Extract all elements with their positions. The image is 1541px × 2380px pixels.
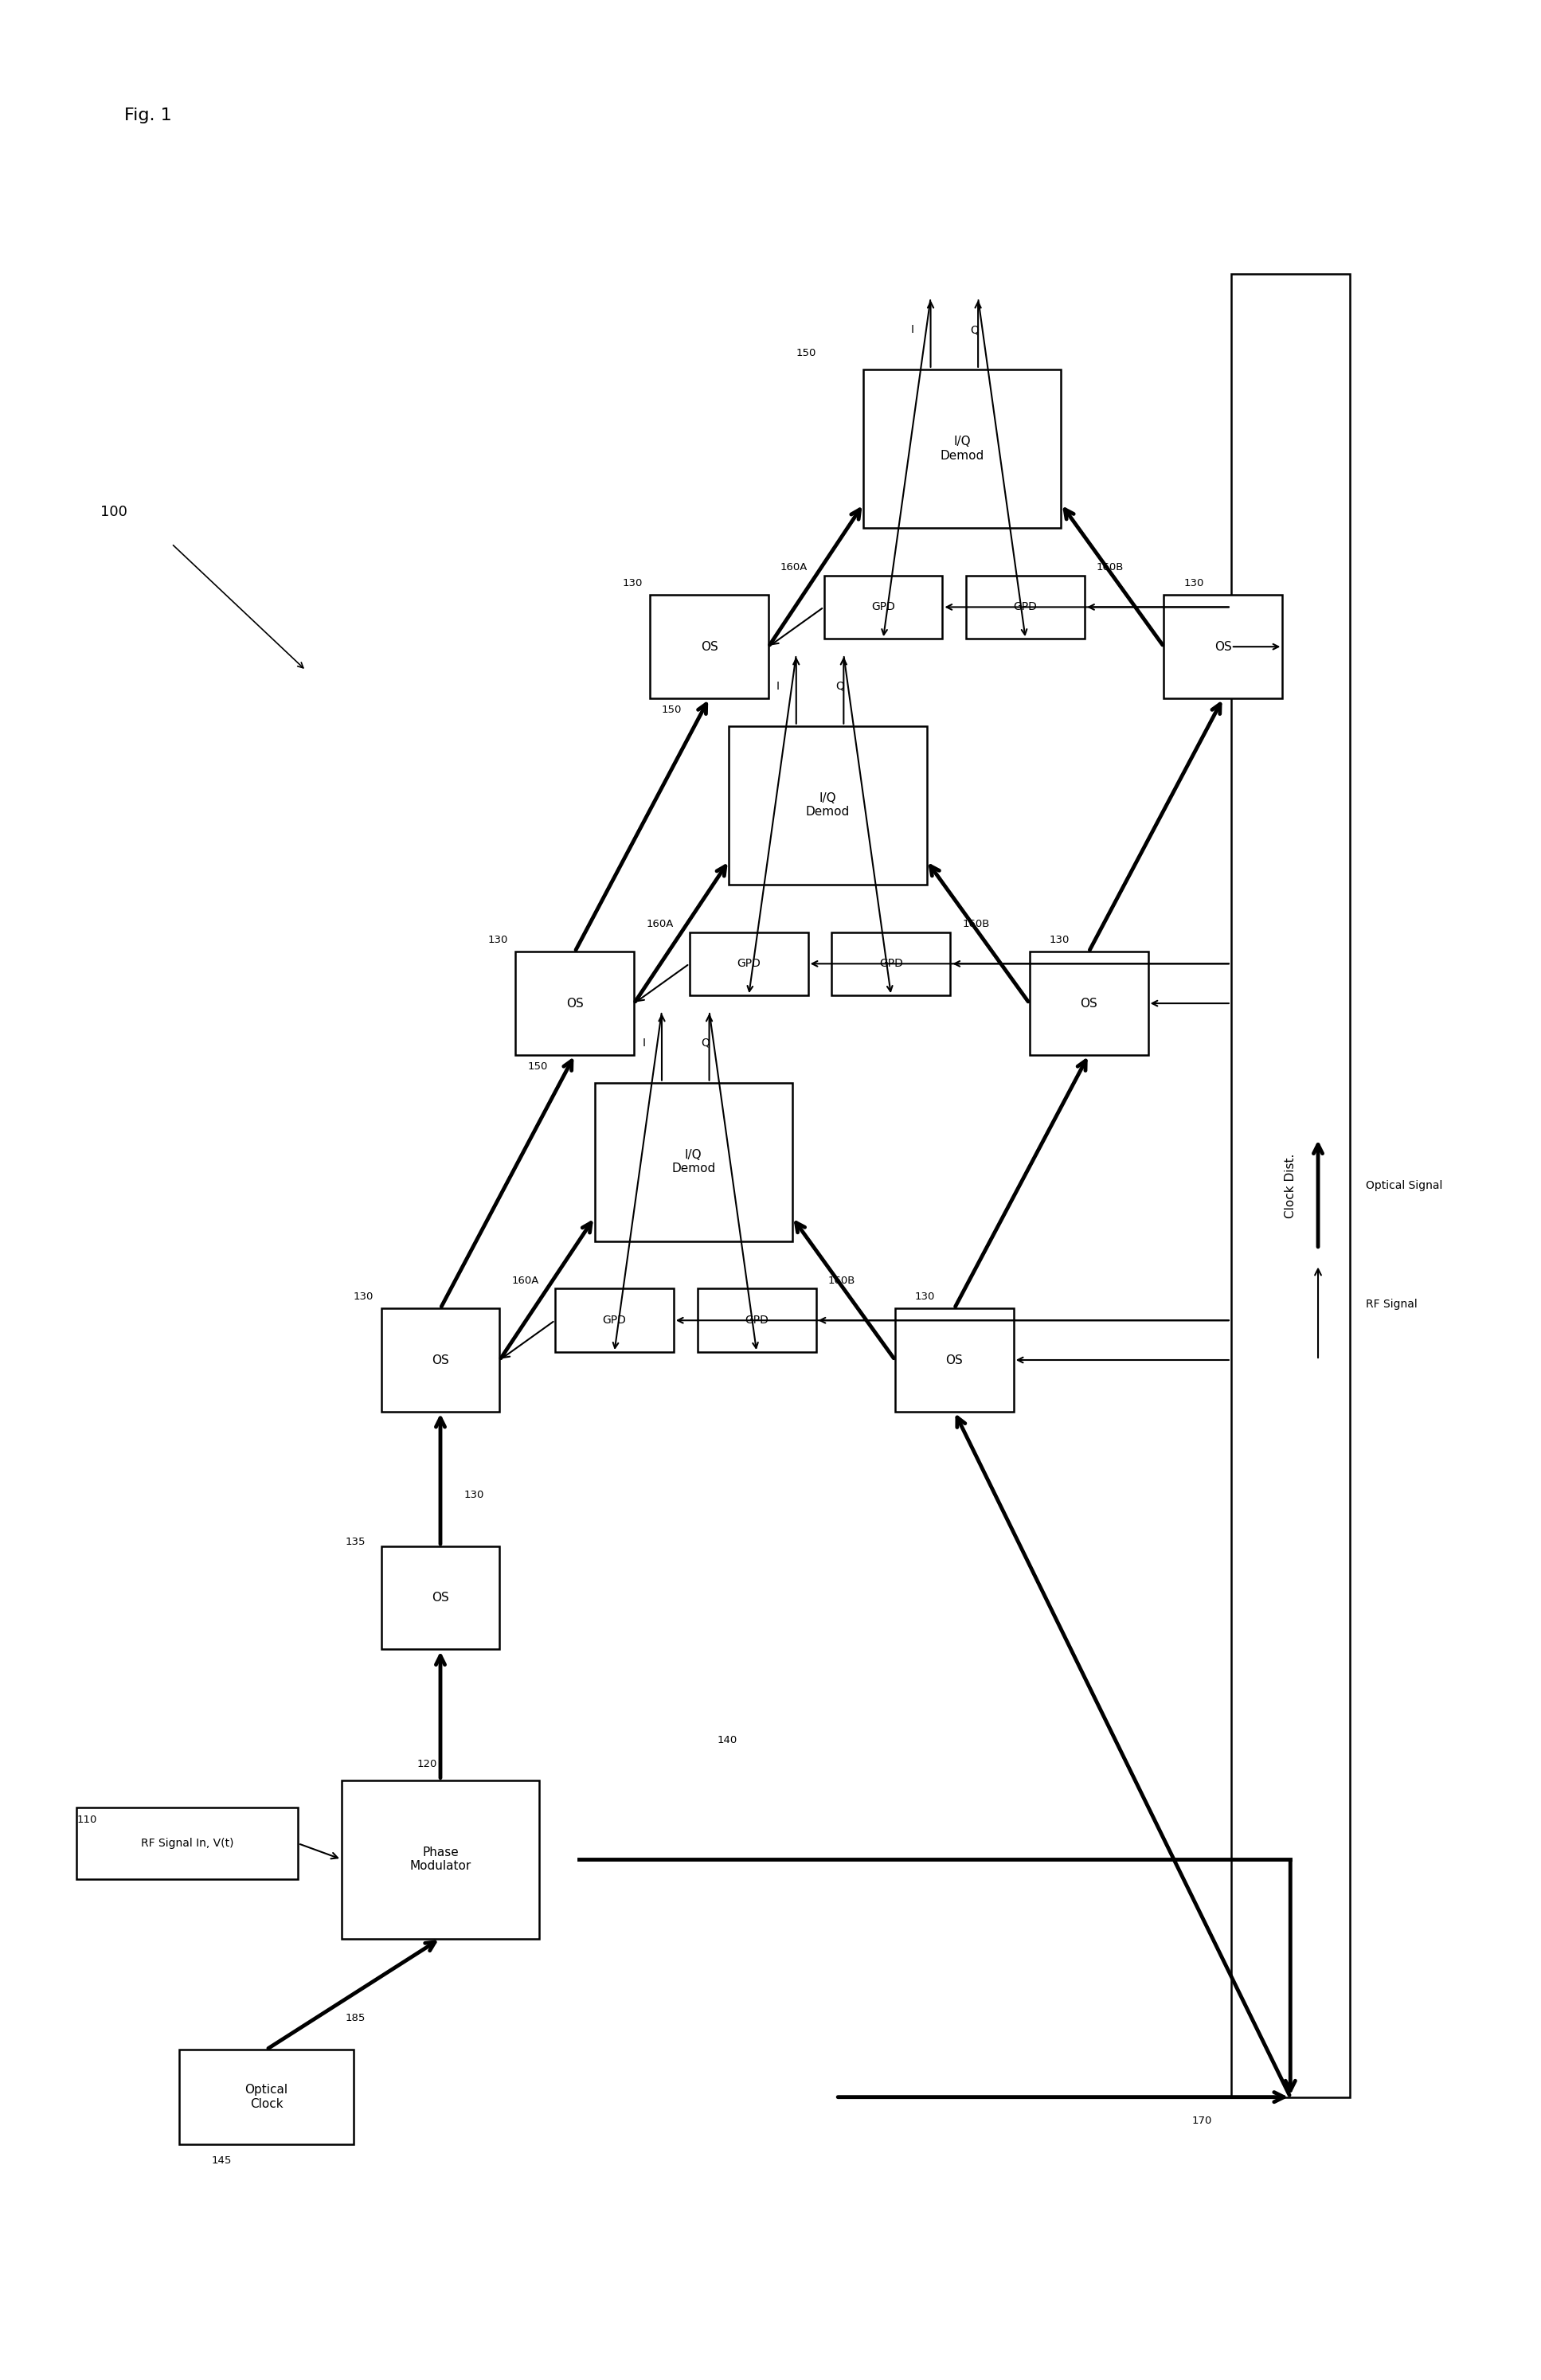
Text: I: I: [911, 324, 914, 336]
Text: OS: OS: [566, 997, 584, 1009]
Text: GPD: GPD: [871, 602, 895, 612]
Bar: [342, 1780, 539, 1940]
Text: 160B: 160B: [1097, 562, 1123, 574]
Text: 160B: 160B: [828, 1276, 855, 1285]
Text: 160B: 160B: [962, 919, 989, 928]
Text: 150: 150: [527, 1061, 547, 1071]
Text: 130: 130: [623, 578, 643, 588]
Text: 130: 130: [915, 1292, 935, 1302]
Text: 130: 130: [464, 1490, 484, 1499]
Text: 160A: 160A: [780, 562, 807, 574]
Text: I/Q
Demod: I/Q Demod: [672, 1150, 715, 1176]
Text: GPD: GPD: [737, 959, 761, 969]
Bar: [698, 1288, 817, 1352]
Text: OS: OS: [946, 1354, 963, 1366]
Bar: [555, 1288, 673, 1352]
Text: GPD: GPD: [880, 959, 903, 969]
Text: GPD: GPD: [603, 1314, 626, 1326]
Bar: [689, 933, 807, 995]
Bar: [863, 369, 1062, 528]
Text: I/Q
Demod: I/Q Demod: [806, 793, 849, 819]
Text: Fig. 1: Fig. 1: [125, 107, 171, 124]
Bar: [729, 726, 926, 885]
Text: Clock Dist.: Clock Dist.: [1284, 1154, 1296, 1219]
Text: Optical
Clock: Optical Clock: [245, 2085, 288, 2111]
Text: 135: 135: [345, 1537, 365, 1547]
Text: OS: OS: [1214, 640, 1231, 652]
Bar: [77, 1809, 297, 1880]
Bar: [595, 1083, 792, 1240]
Bar: [824, 576, 943, 638]
Text: 160A: 160A: [646, 919, 673, 928]
Text: GPD: GPD: [1014, 602, 1037, 612]
Text: 160A: 160A: [512, 1276, 539, 1285]
Bar: [516, 952, 633, 1054]
Text: Phase
Modulator: Phase Modulator: [410, 1847, 472, 1873]
Text: 150: 150: [661, 704, 683, 716]
Text: Q: Q: [701, 1038, 710, 1050]
Text: 130: 130: [488, 935, 509, 945]
Text: RF Signal In, V(t): RF Signal In, V(t): [140, 1837, 234, 1849]
Text: OS: OS: [701, 640, 718, 652]
Text: 145: 145: [211, 2156, 231, 2166]
Text: OS: OS: [431, 1354, 448, 1366]
Bar: [381, 1547, 499, 1649]
Text: I: I: [777, 681, 780, 693]
Text: 130: 130: [353, 1292, 373, 1302]
Text: GPD: GPD: [744, 1314, 769, 1326]
Bar: [1029, 952, 1148, 1054]
Bar: [650, 595, 769, 697]
Text: OS: OS: [431, 1592, 448, 1604]
Text: 130: 130: [1049, 935, 1069, 945]
Text: 170: 170: [1191, 2116, 1211, 2125]
Bar: [1231, 274, 1350, 2097]
Text: 140: 140: [717, 1735, 737, 1745]
Text: OS: OS: [1080, 997, 1097, 1009]
Bar: [832, 933, 951, 995]
Text: 100: 100: [100, 505, 128, 519]
Text: Q: Q: [835, 681, 844, 693]
Text: 110: 110: [77, 1814, 97, 1825]
Text: Optical Signal: Optical Signal: [1365, 1180, 1442, 1192]
Text: 130: 130: [1183, 578, 1204, 588]
Text: 120: 120: [416, 1759, 438, 1768]
Bar: [895, 1309, 1014, 1411]
Bar: [179, 2049, 353, 2144]
Text: Q: Q: [971, 324, 979, 336]
Text: 185: 185: [345, 2013, 365, 2023]
Text: I/Q
Demod: I/Q Demod: [940, 436, 985, 462]
Bar: [966, 576, 1085, 638]
Text: I: I: [643, 1038, 646, 1050]
Text: 150: 150: [797, 347, 817, 359]
Bar: [381, 1309, 499, 1411]
Text: RF Signal: RF Signal: [1365, 1299, 1418, 1309]
Bar: [1163, 595, 1282, 697]
